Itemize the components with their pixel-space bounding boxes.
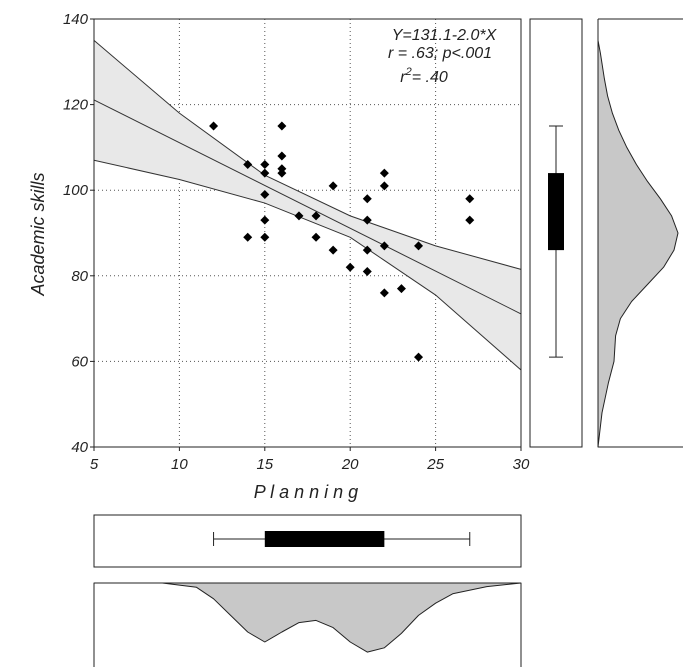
data-point (414, 352, 424, 362)
data-point (209, 121, 219, 131)
x-tick-label: 10 (171, 456, 188, 473)
x-tick-label: 30 (513, 456, 530, 473)
data-point (345, 262, 355, 272)
y-boxplot-panel (529, 18, 583, 448)
x-tick-label: 5 (90, 456, 99, 473)
regression-annotation: Y=131.1-2.0*X r = .63; p<.001 r2= .40 (388, 27, 498, 86)
data-point (379, 241, 389, 251)
data-point (260, 215, 270, 225)
confidence-band-layer (93, 40, 522, 371)
r-squared-base: r (400, 69, 406, 86)
data-point (243, 160, 253, 170)
r-squared-text: r2= .40 (400, 66, 448, 86)
x-tick-label: 25 (426, 456, 444, 473)
data-point (328, 181, 338, 191)
x-boxplot-box (264, 531, 385, 547)
y-tick-label: 120 (63, 97, 89, 114)
data-point (277, 151, 287, 161)
confidence-band-upper (93, 40, 522, 270)
data-point (362, 194, 372, 204)
regression-line (93, 99, 522, 315)
confidence-band-fill (94, 40, 521, 371)
regression-equation: Y=131.1-2.0*X (392, 27, 498, 44)
data-point (260, 232, 270, 242)
data-point (362, 245, 372, 255)
x-tick-label: 20 (341, 456, 359, 473)
confidence-band-lower (93, 159, 522, 371)
scatter-plot: 5 10 15 20 25 30 40 60 80 100 120 140 (63, 11, 530, 473)
correlation-text: r = .63; p<.001 (388, 45, 492, 62)
y-boxplot-box (548, 173, 564, 251)
y-tick-label: 40 (71, 439, 88, 456)
y-axis-ticks: 40 60 80 100 120 140 (63, 11, 94, 456)
x-axis-ticks: 5 10 15 20 25 30 (90, 447, 530, 473)
y-density-curve (597, 39, 679, 448)
x-tick-label: 15 (256, 456, 273, 473)
plot-frame (93, 18, 522, 448)
data-point (362, 215, 372, 225)
data-point (260, 189, 270, 199)
r-squared-value: = .40 (412, 69, 448, 86)
data-point (465, 194, 475, 204)
data-point (379, 181, 389, 191)
x-axis-label: P l a n n i n g (254, 482, 358, 502)
data-point (465, 215, 475, 225)
data-point (379, 288, 389, 298)
x-boxplot-panel (93, 514, 522, 568)
data-point (260, 168, 270, 178)
y-tick-label: 60 (71, 353, 88, 370)
x-density-curve (93, 582, 522, 653)
y-tick-label: 140 (63, 11, 89, 28)
y-axis-label: Academic skills (28, 172, 48, 296)
data-point (277, 168, 287, 178)
data-point (362, 267, 372, 277)
data-point (379, 168, 389, 178)
data-point (414, 241, 424, 251)
data-point (294, 211, 304, 221)
data-points (209, 121, 475, 362)
x-density-panel (93, 582, 522, 667)
y-density-panel (597, 18, 683, 448)
data-point (277, 121, 287, 131)
data-point (328, 245, 338, 255)
y-tick-label: 80 (71, 268, 88, 285)
data-point (260, 160, 270, 170)
y-tick-label: 100 (63, 182, 89, 199)
data-point (396, 284, 406, 294)
grid (94, 19, 521, 447)
data-point (311, 232, 321, 242)
data-point (243, 232, 253, 242)
data-point (311, 211, 321, 221)
r-squared-exponent: 2 (405, 66, 412, 78)
